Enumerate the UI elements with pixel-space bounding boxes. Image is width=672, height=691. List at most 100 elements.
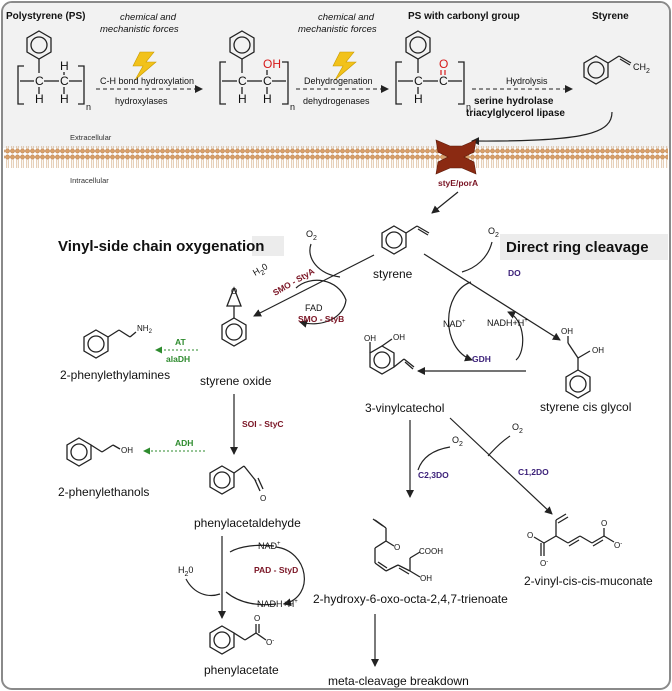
phenylethanol-structure: OH (66, 437, 133, 467)
arrow-styrene-to-channel (471, 111, 613, 146)
ps2-h1: H (238, 92, 247, 106)
arrow-channel-to-styrene (431, 191, 459, 214)
nadh-cycle-out (225, 591, 277, 606)
forces-1-line1: chemical and (120, 12, 177, 23)
o2-left: O2 (306, 229, 317, 242)
ps3-n: n (466, 102, 471, 112)
arrow-catechol-to-muconate (449, 417, 553, 515)
enzyme-adh: ADH (175, 438, 193, 448)
ps3-o: O (439, 57, 448, 71)
styrene-top-label: Styrene (592, 11, 629, 22)
enzyme-c12do: C1,2DO (518, 467, 549, 477)
nad-right: NAD+ (443, 319, 466, 329)
nh2-label: NH2 (137, 324, 153, 335)
meta-cleavage-label: meta-cleavage breakdown (328, 674, 469, 688)
ps-carbonyl-label: PS with carbonyl group (408, 11, 520, 22)
cis-glycol-label: styrene cis glycol (540, 400, 631, 414)
lightning-icon-2 (332, 51, 357, 81)
extracellular-label: Extracellular (70, 133, 112, 142)
ps1-n: n (86, 102, 91, 112)
step3-enzyme-a: serine hydrolase (474, 96, 554, 107)
ps2-h2: H (263, 92, 272, 106)
o2-right: O2 (488, 226, 499, 239)
phenylacetaldehyde-label: phenylacetaldehyde (194, 516, 301, 530)
enzyme-at: AT (175, 337, 187, 347)
vinylcatechol-structure: OH OH (364, 333, 415, 375)
step2-label: Dehydrogenation (304, 76, 373, 86)
h2o-left: H20 (251, 261, 271, 280)
styrene-oxide-label: styrene oxide (200, 374, 272, 388)
enzyme-aladh: alaDH (166, 354, 190, 364)
ps3-c1: C (414, 74, 423, 88)
muconate-structure: O O- O O- (527, 513, 622, 568)
muconate-label: 2-vinyl-cis-cis-muconate (524, 574, 653, 588)
nad-cycle (275, 546, 305, 607)
nadh-pad: NADH+H+ (257, 599, 298, 609)
oxo-o: O (394, 543, 400, 552)
step3-enzyme-b: triacylglycerol lipase (466, 108, 565, 119)
enzyme-do: DO (508, 268, 521, 278)
transporter-label: styE/porA (438, 178, 478, 188)
epoxide-o: O (231, 287, 237, 296)
vinylcatechol-label: 3-vinylcatechol (365, 401, 444, 415)
phenylacetate-structure: O O- (209, 614, 274, 655)
styrene-central-structure (381, 225, 430, 255)
ps2-c2: C (263, 74, 272, 88)
fad-cycle (295, 279, 347, 328)
forces-2-line1: chemical and (318, 12, 375, 23)
cell-membrane (4, 146, 668, 168)
enzyme-c23do: C2,3DO (418, 470, 449, 480)
enzyme-smo-styB: SMO - StyB (298, 314, 344, 324)
catechol-oh1: OH (364, 334, 376, 343)
fad-label: FAD (305, 303, 323, 313)
nad-pad: NAD+ (258, 541, 281, 551)
gdh-cycle (448, 281, 473, 362)
h2o-in-curve (185, 578, 221, 597)
o2-in-curve (309, 243, 341, 278)
ho-oh: OH (420, 574, 432, 583)
o2-right-curve (461, 241, 493, 273)
mucon-o2: O- (540, 559, 548, 568)
nadh-cycle-right (507, 311, 524, 361)
phenylacetaldehyde-structure: O (209, 465, 266, 503)
ps2-c1: C (238, 74, 247, 88)
acetate-o1: O (254, 614, 260, 623)
ps3-h1: H (414, 92, 423, 106)
aldehyde-o: O (260, 494, 266, 503)
ps1-h2: H (60, 59, 69, 73)
left-section-title: Vinyl-side chain oxygenation (58, 238, 264, 255)
ch2-label: CH2 (633, 62, 650, 75)
phenylethylamines-label: 2-phenylethylamines (60, 368, 170, 382)
carbonyl-ps-structure: C C H O n (395, 30, 471, 112)
arrow-styrene-to-glycol (423, 253, 561, 341)
glycol-oh2: OH (592, 346, 604, 355)
styrene-central-label: styrene (373, 267, 413, 281)
ps1-h3: H (60, 92, 69, 106)
polystyrene-label: Polystyrene (PS) (6, 11, 85, 22)
cis-glycol-structure: OH OH (561, 327, 604, 399)
step2-enzyme: dehydrogenases (303, 96, 370, 106)
h2o-pad: H20 (178, 565, 193, 578)
ps1-c1: C (35, 74, 44, 88)
step3-label: Hydrolysis (506, 76, 548, 86)
oh-ethanol: OH (121, 446, 133, 455)
lightning-icon (132, 51, 157, 81)
ho-cooh: COOH (419, 547, 443, 556)
glycol-oh1: OH (561, 327, 573, 336)
mucon-o1: O (527, 531, 533, 540)
mucon-o4: O- (614, 541, 622, 550)
arrow-styrene-to-oxide (253, 254, 375, 317)
ps2-oh: OH (263, 57, 281, 71)
hydroxy-oxo-label: 2-hydroxy-6-oxo-octa-2,4,7-trienoate (313, 592, 508, 606)
enzyme-pad-styD: PAD - StyD (254, 565, 298, 575)
hydroxy-oxo-structure: O COOH OH (372, 518, 443, 583)
styrene-top-structure: CH2 (583, 55, 650, 85)
intracellular-label: Intracellular (70, 176, 109, 185)
forces-1-line2: mechanistic forces (100, 24, 179, 35)
right-title-box (500, 234, 668, 260)
step1-label: C-H bond hydroxylation (100, 76, 194, 86)
ps3-c2: C (439, 74, 448, 88)
